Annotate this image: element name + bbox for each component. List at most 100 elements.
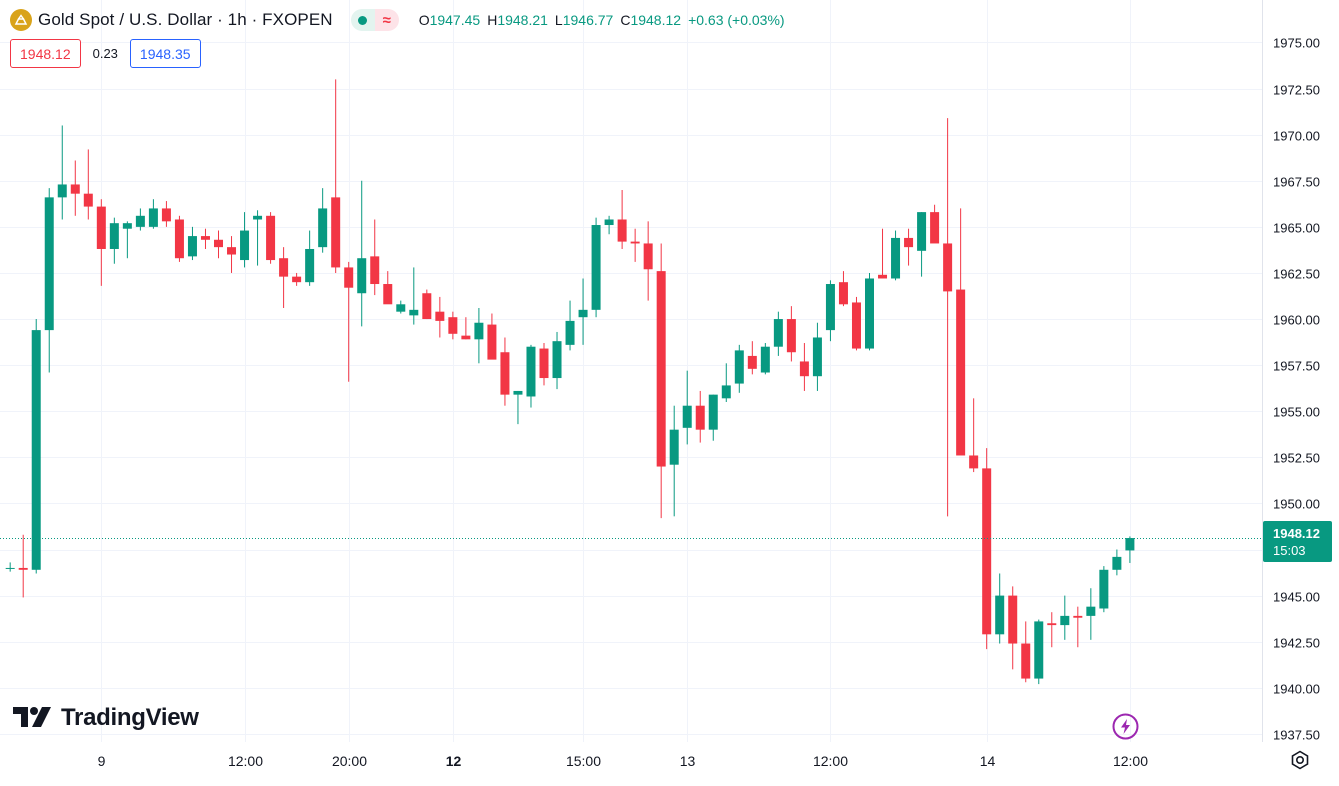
candle-body [227,247,237,255]
candle [734,344,744,393]
candle-body [435,311,445,321]
candle [135,208,145,231]
candle-body [422,293,432,320]
candle-body [943,243,953,292]
price-tick-label: 1950.00 [1273,497,1320,512]
candle-body [1021,643,1031,679]
candle-body [539,348,549,379]
candle [1060,595,1070,640]
candle-body [878,274,888,279]
buy-price-button[interactable]: 1948.35 [129,39,201,68]
candle-body [461,335,471,340]
candle [57,125,67,220]
candle-body [409,309,419,316]
candle-body [357,258,367,294]
market-open-icon [350,9,375,31]
candle-body [773,319,783,347]
candle-body [565,320,575,345]
symbol-legend: Gold Spot / U.S. Dollar · 1h · FXOPEN ≈ … [10,8,785,32]
time-tick-label: 12:00 [1113,753,1148,769]
price-tick-label: 1972.50 [1273,83,1320,98]
candle [227,236,237,273]
candle-body [786,319,796,353]
candle-body [708,394,718,430]
candle [318,188,328,253]
candle-body [604,219,614,226]
candle [435,296,445,338]
candle [148,199,158,229]
candle [930,204,940,244]
time-tick-label: 9 [98,753,106,769]
candle [5,562,15,572]
candle-body [318,208,328,248]
bar-countdown: 15:03 [1273,543,1306,558]
candle-body [799,361,809,377]
gold-coin-icon[interactable] [10,9,32,31]
candle [70,160,80,216]
candle [1099,566,1109,613]
candle [409,267,419,325]
candle-body [643,243,653,270]
candle [943,118,953,517]
candle-body [695,405,705,430]
time-tick-label: 12:00 [813,753,848,769]
candle-body [591,225,601,310]
candle [786,306,796,362]
candle-body [200,236,210,240]
candle-body [552,341,562,379]
candle [526,344,536,408]
candle-body [904,237,914,248]
candle [513,390,523,425]
price-tick-label: 1942.50 [1273,636,1320,651]
tradingview-logo[interactable]: TradingView [13,704,199,732]
candle [383,271,393,305]
candle-body [279,258,289,277]
candle-body [44,197,54,331]
time-axis[interactable]: 9 12:00 20:00 12 15:00 13 12:00 14 12:00 [98,753,1149,769]
quote-boxes: 1948.12 0.23 1948.35 [10,39,201,68]
time-tick-label: 12:00 [228,753,263,769]
candle-body [851,302,861,349]
price-tick-label: 1962.50 [1273,267,1320,282]
candle [838,271,848,307]
candle [630,228,640,262]
symbol-title[interactable]: Gold Spot / U.S. Dollar · 1h · FXOPEN [38,10,333,29]
low-value: 1946.77 [562,12,614,28]
candle [956,208,966,456]
settings-gear-icon[interactable] [1290,750,1310,770]
candle-body [331,197,341,268]
candle-body [617,219,627,242]
candles [5,79,1135,685]
candle [682,370,692,445]
market-status-pill[interactable]: ≈ [350,9,399,31]
candle [174,215,184,262]
candle-body [1086,606,1096,616]
candle-body [148,208,158,227]
candle [878,228,888,279]
candle [1008,586,1018,670]
candle-body [135,215,145,227]
candle [695,390,705,443]
candle [122,221,132,259]
price-tick-label: 1937.50 [1273,728,1320,743]
candle-body [474,322,484,340]
candle-body [956,289,966,456]
price-tick-label: 1945.00 [1273,590,1320,605]
candle-body [630,241,640,244]
candle-body [891,237,901,279]
candle-body [1008,595,1018,644]
candle-body [240,230,250,261]
candle [279,247,289,308]
change-value: +0.63 (+0.03%) [688,12,785,28]
price-tick-label: 1957.50 [1273,359,1320,374]
candle [461,317,471,340]
price-tick-label: 1955.00 [1273,405,1320,420]
lightning-icon[interactable] [1112,713,1139,740]
candle-body [1047,623,1057,626]
candle [552,331,562,390]
candle [1125,536,1135,563]
spread-value: 0.23 [92,46,118,61]
candle-body [96,206,106,249]
sell-price-button[interactable]: 1948.12 [10,39,81,68]
